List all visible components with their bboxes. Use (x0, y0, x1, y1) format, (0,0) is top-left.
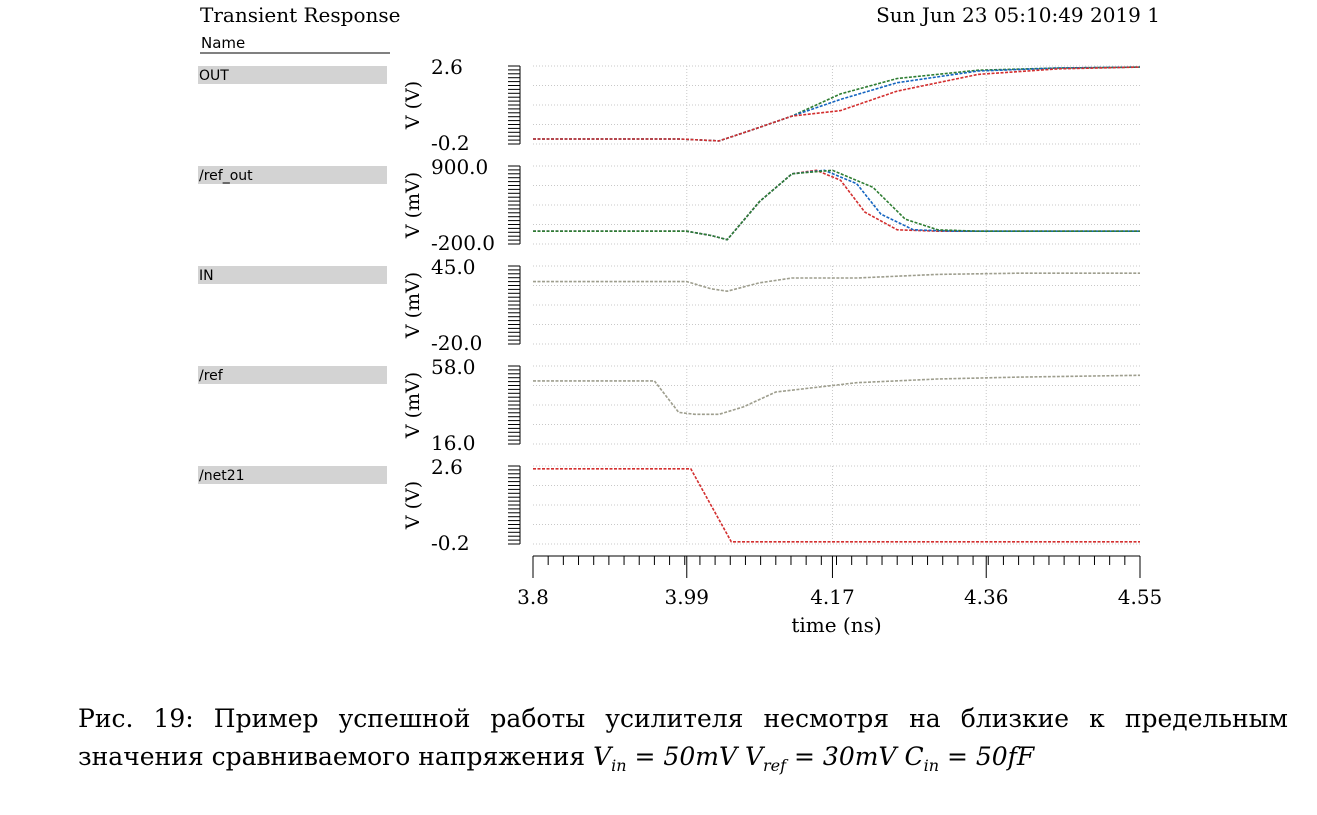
series-line-3 (533, 66, 1141, 142)
x-tick-label: 4.36 (964, 585, 1009, 609)
y-tick-label-max: 900.0 (431, 155, 488, 179)
panel-1: OUT 2.6 -0.2 V (V) (198, 55, 1141, 155)
series-line-3 (533, 169, 1140, 241)
y-tick-label-max: 2.6 (431, 455, 463, 479)
signal-name-label: /ref_out (199, 168, 253, 184)
figure-timestamp: Sun Jun 23 05:10:49 2019 1 (876, 3, 1160, 27)
y-axis-label: V (mV) (402, 272, 424, 339)
y-axis-label: V (mV) (402, 172, 424, 239)
panel-2: /ref_out 900.0 -200.0 V (mV) (198, 155, 1140, 255)
x-tick-label: 4.55 (1118, 585, 1163, 609)
series-line-1 (533, 467, 1140, 543)
series-line-1 (533, 66, 1141, 142)
caption-vref: Vref = 30mV (744, 742, 897, 775)
y-tick-label-max: 45.0 (431, 255, 476, 279)
y-axis-label: V (V) (402, 481, 424, 530)
signal-name-box (198, 266, 387, 284)
signal-name-box (198, 366, 387, 384)
figure-caption: Рис. 19: Пример успешной работы усилител… (78, 700, 1288, 785)
caption-cin: Cin = 50fF (904, 742, 1035, 775)
signal-name-box (198, 66, 387, 84)
x-tick-label: 3.8 (517, 585, 549, 609)
series-line-1 (533, 272, 1140, 293)
series-line-1 (533, 374, 1141, 416)
signal-name-box (198, 166, 387, 184)
panel-4: /ref 58.0 16.0 V (mV) (198, 355, 1141, 455)
caption-text: Рис. 19: Пример успешной работы усилител… (78, 704, 1288, 771)
signal-name-label: /ref (199, 368, 224, 384)
signal-name-label: /net21 (199, 468, 245, 484)
x-tick-label: 4.17 (810, 585, 855, 609)
y-tick-label-max: 58.0 (431, 355, 476, 379)
signal-name-box (198, 466, 387, 484)
x-tick-label: 3.99 (665, 585, 710, 609)
x-axis: 3.8 3.99 4.17 4.36 4.55 time (ns) (517, 555, 1163, 637)
signal-name-label: IN (199, 268, 214, 284)
x-axis-label: time (ns) (791, 613, 881, 637)
signal-name-label: OUT (199, 68, 229, 84)
y-tick-label-min: -0.2 (431, 531, 470, 555)
y-tick-label-max: 2.6 (431, 55, 463, 79)
caption-vin: Vin = 50mV (593, 742, 738, 775)
panel-5: /net21 2.6 -0.2 V (V) (198, 455, 1140, 555)
y-axis-label: V (V) (402, 81, 424, 130)
transient-response-figure: Transient Response Sun Jun 23 05:10:49 2… (198, 3, 1163, 637)
y-tick-label-min: -200.0 (431, 231, 495, 255)
figure-title: Transient Response (200, 3, 400, 27)
y-tick-label-min: -20.0 (431, 331, 482, 355)
series-line-2 (533, 66, 1141, 142)
chart-panels: OUT 2.6 -0.2 V (V) /ref_out 900.0 -200.0 V (mV)… (198, 55, 1141, 555)
y-tick-label-min: -0.2 (431, 131, 470, 155)
y-tick-label-min: 16.0 (431, 431, 476, 455)
name-column-header: Name (201, 34, 245, 52)
panel-3: IN 45.0 -20.0 V (mV) (198, 255, 1140, 355)
y-axis-label: V (mV) (402, 372, 424, 439)
